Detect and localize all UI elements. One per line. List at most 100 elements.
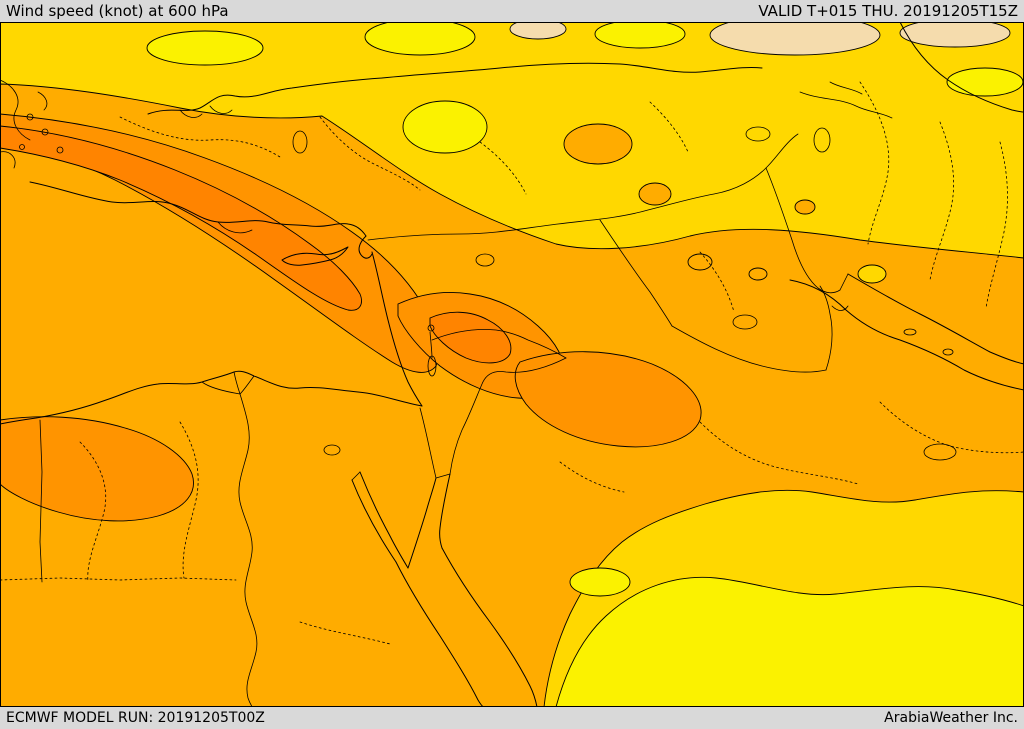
nile-river bbox=[238, 393, 258, 707]
antalya-bay-coastline bbox=[217, 221, 253, 234]
header-bar: Wind speed (knot) at 600 hPa VALID T+015… bbox=[0, 0, 1024, 22]
marmara-coastline bbox=[179, 105, 233, 118]
contour-region-yellow-north-2 bbox=[364, 22, 476, 56]
country-borders bbox=[39, 81, 893, 583]
coastlines bbox=[0, 22, 1024, 707]
contour-region-yellow-north-3 bbox=[594, 22, 686, 49]
armenia-azerbaijan-borders bbox=[799, 81, 893, 119]
cyprus-coastline bbox=[281, 246, 349, 266]
lake-urmia bbox=[813, 127, 831, 153]
shatt-al-arab bbox=[839, 273, 849, 291]
contour-region-cream-1 bbox=[709, 22, 881, 56]
valid-time-label: VALID T+015 THU. 20191205T15Z bbox=[758, 2, 1018, 20]
contour-blob-orange-5 bbox=[794, 199, 816, 215]
turkey-syria-border bbox=[367, 133, 799, 241]
sinai-west-coastline bbox=[359, 471, 409, 569]
gulf-of-aqaba-west-coastline bbox=[407, 477, 437, 569]
syria-iraq-border bbox=[599, 219, 673, 327]
contour-region-cream-2 bbox=[899, 22, 1011, 48]
kuwait-border bbox=[819, 285, 849, 371]
dotted-boundary bbox=[879, 401, 1024, 454]
iraq-saudi-border bbox=[671, 325, 827, 373]
dotted-boundary bbox=[179, 421, 199, 579]
red-sea-east-coastline bbox=[441, 547, 538, 707]
iraq-iran-border bbox=[765, 167, 841, 294]
dotted-boundary bbox=[985, 141, 1008, 309]
footer-bar: ECMWF MODEL RUN: 20191205T00Z ArabiaWeat… bbox=[0, 707, 1024, 729]
dotted-boundary bbox=[929, 121, 955, 281]
egypt-libya-border bbox=[39, 419, 43, 583]
contour-region-saudi-dark bbox=[514, 351, 702, 448]
caspian-coastline bbox=[899, 22, 1024, 113]
aegean-islands bbox=[19, 113, 64, 154]
persian-gulf-iran-coastline bbox=[847, 273, 1024, 365]
dotted-boundary bbox=[0, 577, 237, 581]
island bbox=[942, 348, 954, 356]
gulf-islands bbox=[903, 328, 954, 356]
dotted-boundary bbox=[319, 116, 421, 191]
contour-region-yellow-south bbox=[555, 576, 1024, 707]
red-sea-west-coastline bbox=[395, 561, 485, 707]
contour-region-yellow-syria bbox=[402, 100, 488, 154]
turkey-south-coastline bbox=[29, 181, 367, 237]
dotted-boundary bbox=[79, 441, 107, 583]
island bbox=[56, 146, 64, 154]
jordan-saudi-border bbox=[449, 357, 567, 475]
contour-region-yellow-northeast bbox=[946, 67, 1024, 97]
aegean-coastline bbox=[0, 79, 48, 169]
contour-blob-orange-2 bbox=[638, 182, 672, 206]
contour-region-yellow-north-1 bbox=[146, 30, 264, 66]
wind-speed-contour-map bbox=[0, 22, 1024, 707]
contour-region-levant-core bbox=[429, 311, 512, 364]
island bbox=[19, 144, 25, 150]
israel-egypt-border bbox=[419, 407, 437, 479]
levant-coastline bbox=[371, 251, 423, 407]
black-sea-coastline bbox=[147, 62, 763, 115]
contour-region-yellow-south-2 bbox=[569, 567, 631, 597]
island bbox=[26, 113, 34, 121]
contour-region-jet-core bbox=[0, 125, 362, 311]
map-title: Wind speed (knot) at 600 hPa bbox=[6, 2, 229, 20]
sea-of-galilee bbox=[427, 324, 435, 332]
lake-van bbox=[745, 126, 771, 142]
contour-blob-orange-4 bbox=[748, 267, 768, 281]
contour-ring bbox=[732, 314, 758, 330]
dotted-boundary bbox=[699, 421, 859, 485]
persian-gulf-arabian-coastline bbox=[789, 279, 1024, 391]
island bbox=[41, 128, 49, 136]
contour-ring bbox=[923, 443, 957, 461]
contour-blob-orange-1 bbox=[563, 123, 633, 165]
dotted-boundary bbox=[649, 101, 689, 153]
credit-label: ArabiaWeather Inc. bbox=[884, 710, 1018, 726]
dotted-boundary bbox=[299, 621, 391, 645]
model-run-label: ECMWF MODEL RUN: 20191205T00Z bbox=[6, 710, 265, 726]
aqaba-head-coastline bbox=[435, 473, 451, 479]
gulf-of-aqaba-east-coastline bbox=[439, 473, 451, 549]
dotted-boundary bbox=[859, 81, 890, 245]
map-area bbox=[0, 22, 1024, 707]
dotted-boundary bbox=[559, 461, 625, 493]
contour-fills bbox=[0, 22, 1024, 707]
jordan-river-border bbox=[429, 331, 433, 359]
suez-head-coastline bbox=[351, 471, 361, 481]
jordan-syria-border bbox=[431, 329, 567, 359]
egypt-coastline bbox=[0, 370, 423, 425]
contour-hole-gold-1 bbox=[857, 264, 887, 284]
contour-region-cream-3 bbox=[509, 22, 567, 40]
dotted-boundary bbox=[479, 141, 527, 195]
contour-region-egypt-dark bbox=[0, 416, 194, 522]
contour-ring bbox=[323, 444, 341, 456]
nile-delta bbox=[201, 371, 255, 395]
lake-tuz bbox=[292, 130, 308, 154]
lakes bbox=[292, 126, 831, 377]
contour-ring bbox=[475, 253, 495, 267]
gulf-of-suez-west-coastline bbox=[351, 479, 397, 563]
island bbox=[903, 328, 917, 336]
minor-contour-rings bbox=[323, 253, 957, 461]
admin-boundaries-dotted bbox=[0, 81, 1024, 645]
dotted-boundary bbox=[119, 116, 281, 158]
contour-blob-orange-3 bbox=[687, 253, 713, 271]
dotted-boundary bbox=[699, 251, 735, 313]
iskenderun-bay-coastline bbox=[358, 235, 373, 259]
